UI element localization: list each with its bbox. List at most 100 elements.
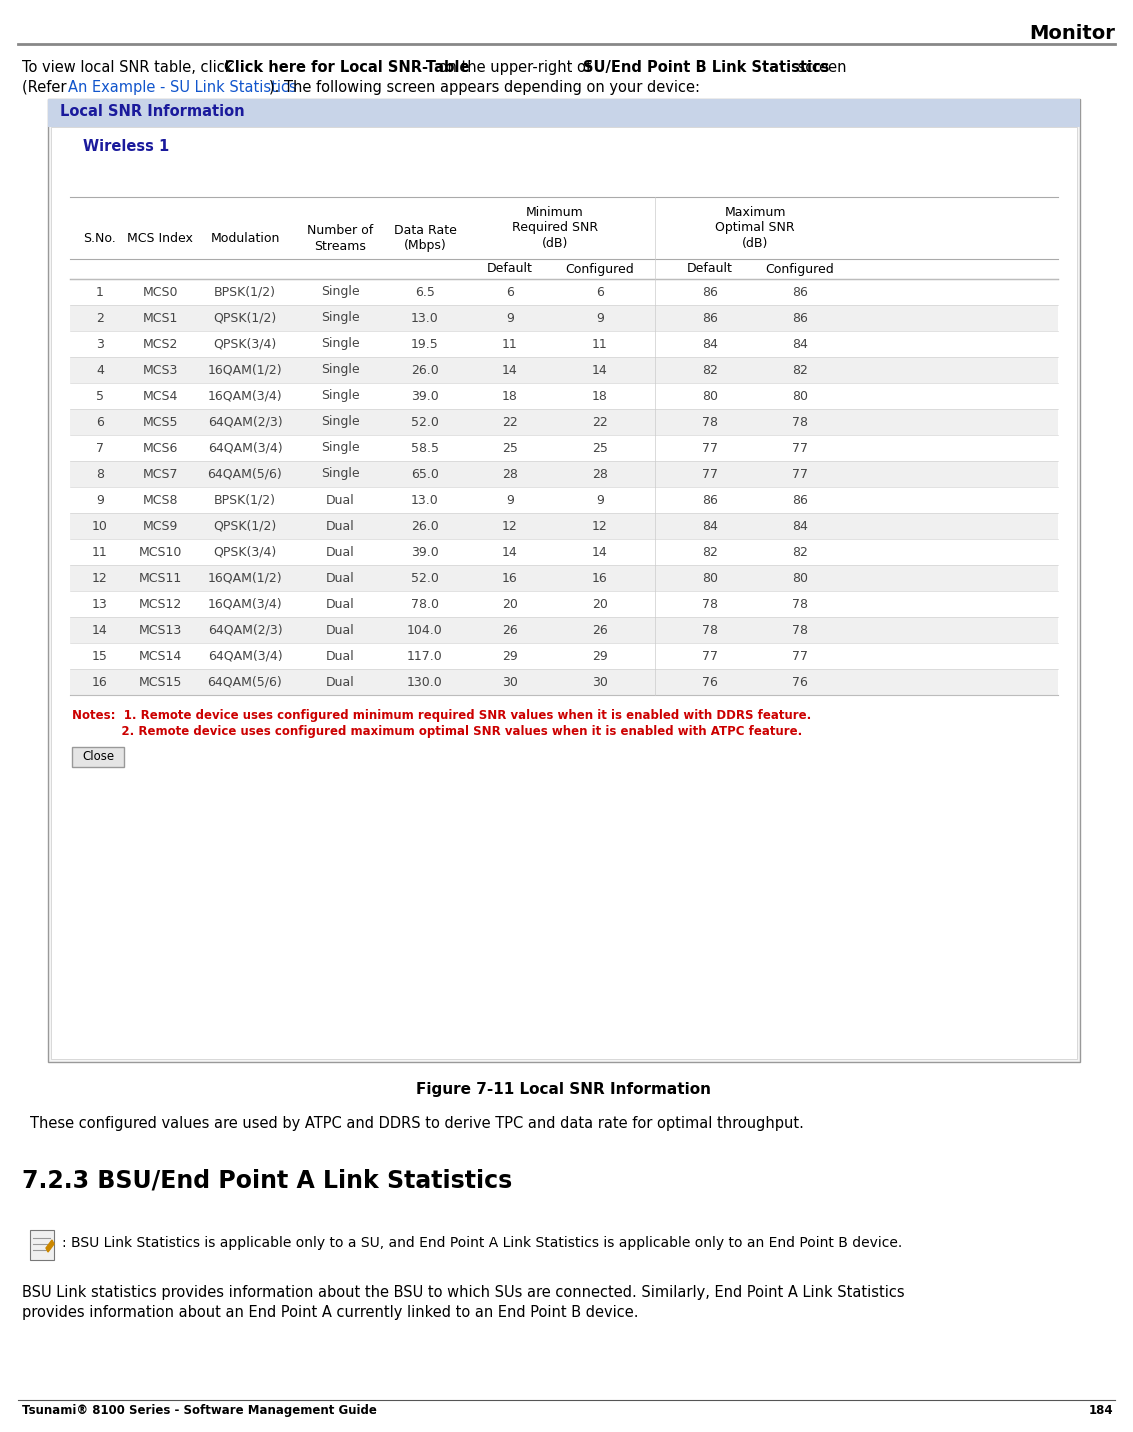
Text: 20: 20 <box>593 597 608 610</box>
Text: Notes:  1. Remote device uses configured minimum required SNR values when it is : Notes: 1. Remote device uses configured … <box>73 709 811 722</box>
Text: on the upper-right of: on the upper-right of <box>434 60 595 74</box>
Text: QPSK(3/4): QPSK(3/4) <box>213 338 276 351</box>
Text: 7.2.3 BSU/End Point A Link Statistics: 7.2.3 BSU/End Point A Link Statistics <box>22 1169 512 1191</box>
Text: 76: 76 <box>702 676 718 689</box>
Text: MCS10: MCS10 <box>138 546 181 558</box>
Text: 13.0: 13.0 <box>411 312 438 325</box>
Text: 6.5: 6.5 <box>415 285 435 298</box>
Text: 84: 84 <box>702 338 718 351</box>
Text: Maximum
Optimal SNR
(dB): Maximum Optimal SNR (dB) <box>715 206 795 251</box>
Text: 78: 78 <box>702 415 718 428</box>
Text: 12: 12 <box>92 571 108 584</box>
Text: These configured values are used by ATPC and DDRS to derive TPC and data rate fo: These configured values are used by ATPC… <box>29 1116 804 1131</box>
Text: 22: 22 <box>502 415 518 428</box>
Bar <box>70 357 1058 382</box>
Text: 77: 77 <box>792 441 808 454</box>
Text: 30: 30 <box>502 676 518 689</box>
Bar <box>70 305 1058 331</box>
Text: QPSK(3/4): QPSK(3/4) <box>213 546 276 558</box>
Text: Default: Default <box>487 262 533 275</box>
Text: MCS9: MCS9 <box>143 520 178 533</box>
Text: MCS6: MCS6 <box>143 441 178 454</box>
Text: 78: 78 <box>702 623 718 636</box>
Text: 78: 78 <box>792 597 808 610</box>
Text: ). The following screen appears depending on your device:: ). The following screen appears dependin… <box>269 80 700 95</box>
Text: 12: 12 <box>593 520 608 533</box>
Text: 25: 25 <box>502 441 518 454</box>
Text: Dual: Dual <box>325 623 355 636</box>
Text: 65.0: 65.0 <box>411 467 438 481</box>
Text: 16: 16 <box>502 571 518 584</box>
Text: Dual: Dual <box>325 546 355 558</box>
Text: 82: 82 <box>702 364 718 377</box>
Text: MCS3: MCS3 <box>143 364 178 377</box>
Text: An Example - SU Link Statistics: An Example - SU Link Statistics <box>68 80 296 95</box>
Text: 7: 7 <box>96 441 104 454</box>
Text: 77: 77 <box>702 441 718 454</box>
Text: Single: Single <box>321 467 359 481</box>
Text: Dual: Dual <box>325 571 355 584</box>
Text: Configured: Configured <box>565 262 634 275</box>
Text: MCS13: MCS13 <box>138 623 181 636</box>
Text: 6: 6 <box>96 415 104 428</box>
Text: 130.0: 130.0 <box>407 676 443 689</box>
Text: 184: 184 <box>1089 1403 1113 1418</box>
Text: Monitor: Monitor <box>1029 24 1115 43</box>
Text: 14: 14 <box>593 364 608 377</box>
Text: 77: 77 <box>792 650 808 663</box>
Text: Dual: Dual <box>325 650 355 663</box>
Text: 14: 14 <box>92 623 108 636</box>
Text: 64QAM(5/6): 64QAM(5/6) <box>207 467 282 481</box>
Text: 25: 25 <box>593 441 608 454</box>
Text: Number of
Streams: Number of Streams <box>307 223 373 252</box>
Text: MCS0: MCS0 <box>143 285 178 298</box>
Text: 29: 29 <box>593 650 608 663</box>
Bar <box>70 461 1058 487</box>
Text: 26: 26 <box>593 623 608 636</box>
Text: 29: 29 <box>502 650 518 663</box>
Text: 14: 14 <box>502 546 518 558</box>
Text: 86: 86 <box>702 494 718 507</box>
Text: 16QAM(1/2): 16QAM(1/2) <box>207 364 282 377</box>
Text: 14: 14 <box>502 364 518 377</box>
Text: Dual: Dual <box>325 494 355 507</box>
Text: 104.0: 104.0 <box>407 623 443 636</box>
Polygon shape <box>46 1240 54 1252</box>
Text: Default: Default <box>687 262 733 275</box>
Text: MCS5: MCS5 <box>143 415 178 428</box>
Text: : BSU Link Statistics is applicable only to a SU, and End Point A Link Statistic: : BSU Link Statistics is applicable only… <box>62 1236 902 1250</box>
FancyBboxPatch shape <box>29 1230 54 1260</box>
Text: Configured: Configured <box>766 262 834 275</box>
Text: 5: 5 <box>96 390 104 402</box>
Text: 12: 12 <box>502 520 518 533</box>
Text: 3: 3 <box>96 338 104 351</box>
Text: 8: 8 <box>96 467 104 481</box>
Text: MCS14: MCS14 <box>138 650 181 663</box>
Text: 52.0: 52.0 <box>411 571 438 584</box>
Text: 77: 77 <box>702 467 718 481</box>
Text: Dual: Dual <box>325 520 355 533</box>
Bar <box>48 99 1080 127</box>
Text: QPSK(1/2): QPSK(1/2) <box>213 312 276 325</box>
Text: 80: 80 <box>792 571 808 584</box>
Text: 15: 15 <box>92 650 108 663</box>
Text: 16QAM(1/2): 16QAM(1/2) <box>207 571 282 584</box>
Text: 13.0: 13.0 <box>411 494 438 507</box>
Text: 82: 82 <box>792 364 808 377</box>
Text: 19.5: 19.5 <box>411 338 438 351</box>
Text: Single: Single <box>321 364 359 377</box>
Text: 78: 78 <box>792 415 808 428</box>
Text: Close: Close <box>82 750 114 763</box>
Text: 80: 80 <box>702 390 718 402</box>
Text: 11: 11 <box>92 546 108 558</box>
Text: 6: 6 <box>506 285 514 298</box>
Text: BPSK(1/2): BPSK(1/2) <box>214 494 276 507</box>
Text: screen: screen <box>793 60 846 74</box>
Text: MCS2: MCS2 <box>143 338 178 351</box>
Bar <box>48 99 1080 1063</box>
Text: Wireless 1: Wireless 1 <box>83 139 169 155</box>
Text: 26: 26 <box>502 623 518 636</box>
Bar <box>70 669 1058 695</box>
Text: 82: 82 <box>702 546 718 558</box>
Text: S.No.: S.No. <box>84 232 117 245</box>
